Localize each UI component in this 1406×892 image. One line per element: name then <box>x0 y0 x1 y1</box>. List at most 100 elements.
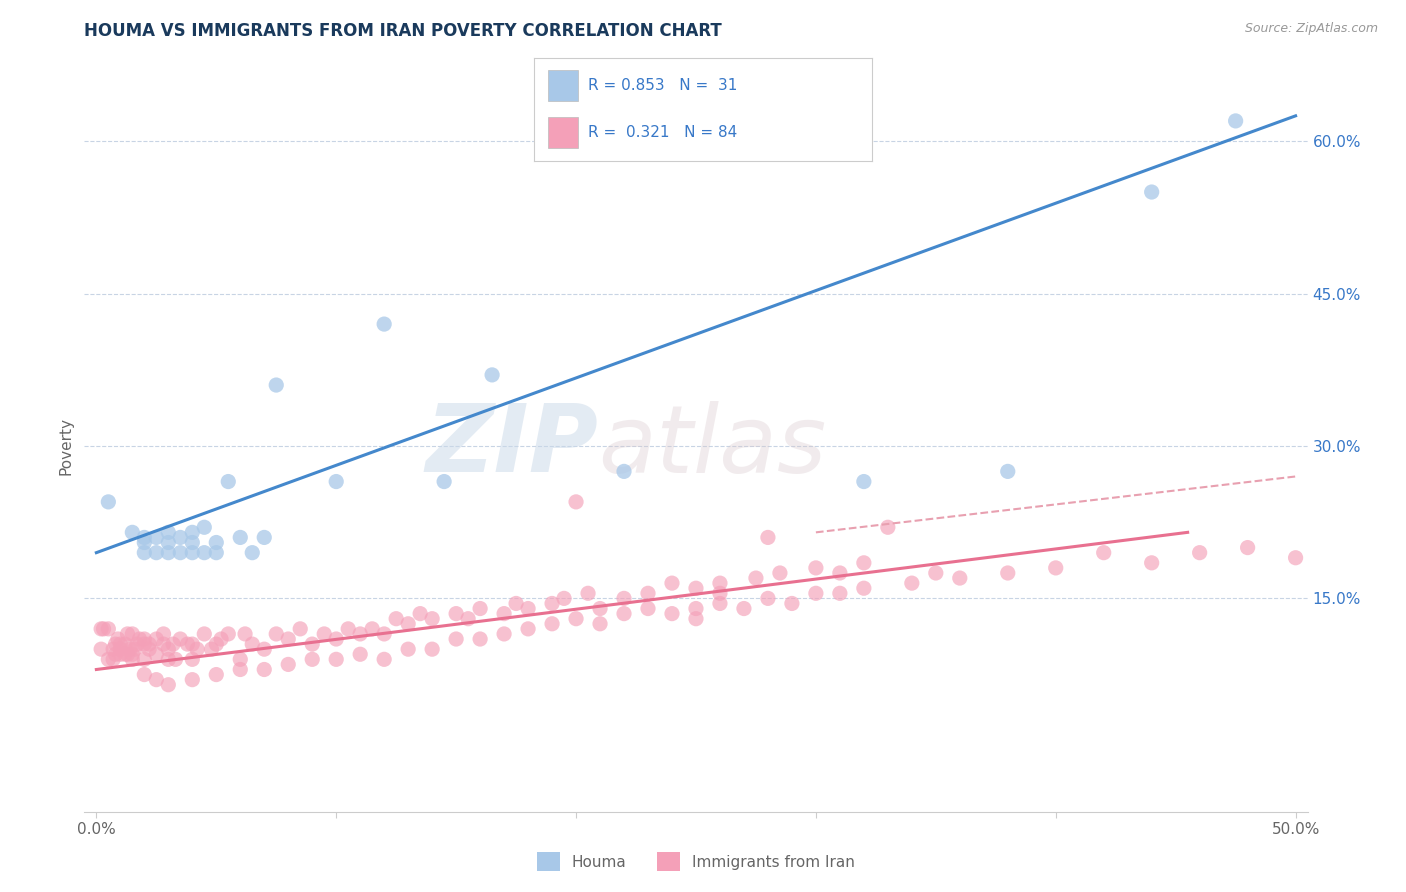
Point <box>709 597 731 611</box>
Point <box>134 546 156 560</box>
Point <box>181 637 204 651</box>
Point <box>468 601 491 615</box>
Point <box>181 546 204 560</box>
Point <box>613 607 636 621</box>
Point <box>517 601 540 615</box>
Point <box>134 530 156 544</box>
Point <box>325 652 347 666</box>
Point <box>114 637 136 651</box>
Point <box>301 652 323 666</box>
Point <box>240 637 263 651</box>
Point <box>110 647 132 661</box>
Point <box>337 622 360 636</box>
Point <box>565 612 588 626</box>
Point <box>145 673 167 687</box>
Point <box>780 597 803 611</box>
Point <box>90 642 112 657</box>
Point <box>157 642 180 657</box>
Point <box>876 520 898 534</box>
Point <box>229 652 252 666</box>
Point <box>121 627 143 641</box>
Point <box>1284 550 1306 565</box>
Point <box>852 556 875 570</box>
Point <box>157 652 180 666</box>
Point <box>134 652 156 666</box>
Text: ZIP: ZIP <box>425 400 598 492</box>
Point <box>637 601 659 615</box>
Point <box>1236 541 1258 555</box>
Point <box>101 652 124 666</box>
Point <box>1140 556 1163 570</box>
Point <box>217 627 239 641</box>
Point <box>145 546 167 560</box>
Text: Source: ZipAtlas.com: Source: ZipAtlas.com <box>1244 22 1378 36</box>
Point <box>828 586 851 600</box>
Point <box>290 622 312 636</box>
Point <box>104 647 127 661</box>
Point <box>165 652 187 666</box>
Point <box>420 642 443 657</box>
Point <box>127 637 149 651</box>
Point <box>756 591 779 606</box>
Point <box>901 576 924 591</box>
Point <box>685 612 707 626</box>
Point <box>169 530 191 544</box>
Point <box>385 612 408 626</box>
Point <box>457 612 479 626</box>
Point <box>745 571 768 585</box>
Point <box>361 622 384 636</box>
Point <box>181 652 204 666</box>
Point <box>949 571 972 585</box>
Point <box>494 607 516 621</box>
Point <box>373 652 395 666</box>
Point <box>505 597 527 611</box>
Point <box>181 535 204 549</box>
Point <box>209 632 232 646</box>
Point <box>205 667 228 681</box>
Point <box>997 464 1019 478</box>
Point <box>541 616 564 631</box>
Point <box>661 607 683 621</box>
Point <box>229 663 252 677</box>
Point <box>229 530 252 544</box>
Text: R = 0.853   N =  31: R = 0.853 N = 31 <box>588 78 738 93</box>
Point <box>110 637 132 651</box>
Point <box>769 566 792 580</box>
Point <box>444 607 467 621</box>
Point <box>756 530 779 544</box>
Point <box>264 378 287 392</box>
Point <box>90 622 112 636</box>
Point <box>1140 185 1163 199</box>
Point <box>589 616 612 631</box>
Point <box>169 632 191 646</box>
Point <box>828 566 851 580</box>
Point <box>145 632 167 646</box>
Point <box>325 475 347 489</box>
Point <box>349 627 371 641</box>
Point <box>325 632 347 646</box>
Point <box>444 632 467 646</box>
Text: R =  0.321   N = 84: R = 0.321 N = 84 <box>588 126 738 140</box>
Point <box>152 637 174 651</box>
Point <box>481 368 503 382</box>
Point <box>181 525 204 540</box>
Point <box>373 627 395 641</box>
Point <box>852 581 875 595</box>
Point <box>253 530 276 544</box>
Point <box>468 632 491 646</box>
Point <box>97 622 120 636</box>
Point <box>110 642 132 657</box>
Point <box>134 637 156 651</box>
Point <box>1225 114 1247 128</box>
Point <box>121 647 143 661</box>
Point <box>253 663 276 677</box>
Point <box>157 535 180 549</box>
Text: atlas: atlas <box>598 401 827 491</box>
Point <box>1045 561 1067 575</box>
Point <box>396 642 419 657</box>
Point <box>420 612 443 626</box>
Point <box>121 652 143 666</box>
Point <box>277 657 299 672</box>
Point <box>114 647 136 661</box>
Point <box>565 495 588 509</box>
